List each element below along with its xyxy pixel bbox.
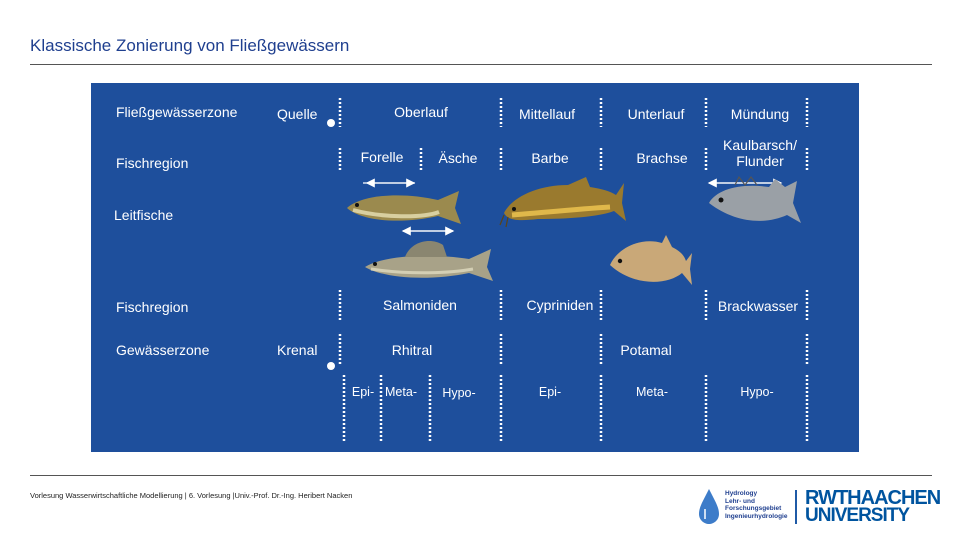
zone-oberlauf: Oberlauf xyxy=(394,104,448,120)
barbel-icon xyxy=(499,177,626,228)
zone-boundaries xyxy=(338,98,809,443)
title-rule xyxy=(30,64,932,65)
fishregion-forelle: Forelle xyxy=(360,149,404,165)
trout-icon xyxy=(347,191,461,224)
fishregion-kaulbarsch-flunder: Kaulbarsch/ Flunder xyxy=(723,137,797,169)
subzone-hypo-rhitral: Hypo- xyxy=(442,386,476,400)
row-label-fischregion-family: Fischregion xyxy=(116,299,189,315)
quelle-marker-bottom xyxy=(327,362,335,370)
zone-muendung: Mündung xyxy=(730,106,790,122)
fishregion-aesche: Äsche xyxy=(438,150,478,166)
rwth-logo-line2: UNIVERSITY xyxy=(805,505,910,526)
kaulbarsch-line2: Flunder xyxy=(736,153,784,169)
quelle-marker-top xyxy=(327,119,335,127)
slide-title: Klassische Zonierung von Fließgewässern xyxy=(30,36,350,55)
row-label-fischregion: Fischregion xyxy=(116,155,189,171)
zone-mittellauf: Mittellauf xyxy=(518,106,576,122)
zone-potamal: Potamal xyxy=(620,342,672,358)
hydrology-logo: Hydrology Lehr- und Forschungsgebiet Ing… xyxy=(697,487,787,527)
zonation-lines xyxy=(338,98,809,443)
family-brackwasser: Brackwasser xyxy=(717,298,799,314)
zonation-panel: Fließgewässerzone Fischregion Leitfische… xyxy=(91,83,859,452)
hydrology-line1: Hydrology xyxy=(725,490,758,497)
zone-unterlauf: Unterlauf xyxy=(627,106,685,122)
hydrology-line3: Forschungsgebiet xyxy=(725,505,782,512)
subzone-hypo-potamal: Hypo- xyxy=(740,385,774,399)
family-salmoniden: Salmoniden xyxy=(383,297,457,313)
bream-icon xyxy=(610,235,692,285)
row-label-gewaesserzone: Gewässerzone xyxy=(116,342,210,358)
zone-quelle: Quelle xyxy=(277,106,318,122)
hydrology-line2: Lehr- und xyxy=(725,497,755,505)
subzone-meta-potamal: Meta- xyxy=(636,385,668,399)
row-label-leitfische: Leitfische xyxy=(114,207,174,223)
grayling-icon xyxy=(365,241,493,281)
kaulbarsch-line1: Kaulbarsch/ xyxy=(723,137,797,153)
hydrology-logo-text: Hydrology Lehr- und Forschungsgebiet Ing… xyxy=(725,490,787,520)
subzone-epi-rhitral: Epi- xyxy=(351,385,375,399)
footer-text: Vorlesung Wasserwirtschaftliche Modellie… xyxy=(30,491,353,500)
fishregion-brachse: Brachse xyxy=(636,150,688,166)
subzone-epi-potamal: Epi- xyxy=(538,385,562,399)
family-cypriniden: Cypriniden xyxy=(526,297,594,313)
ruffe-icon xyxy=(709,175,801,223)
rwth-logo: RWTHAACHEN UNIVERSITY xyxy=(805,487,941,526)
row-label-fliessgewaesserzone: Fließgewässerzone xyxy=(116,104,238,120)
zone-krenal: Krenal xyxy=(277,342,318,358)
zone-rhitral: Rhitral xyxy=(391,342,433,358)
footer-rule xyxy=(30,475,932,476)
hydrology-line4: Ingenieurhydrologie xyxy=(725,512,788,520)
region-arrows xyxy=(363,178,783,236)
water-drop-icon xyxy=(699,489,719,524)
logo-divider xyxy=(795,490,797,524)
rwth-logo-line1: RWTHAACHEN xyxy=(805,487,941,509)
fishregion-barbe: Barbe xyxy=(531,150,569,166)
subzone-meta-rhitral: Meta- xyxy=(385,385,417,399)
